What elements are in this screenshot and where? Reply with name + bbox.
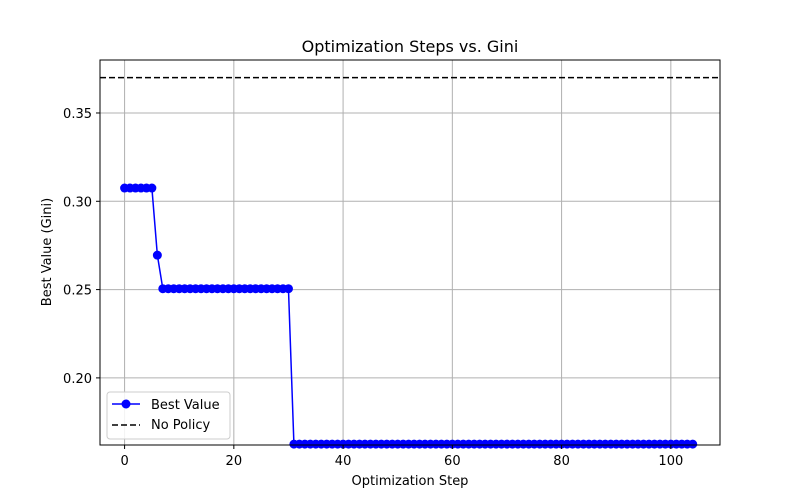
y-tick-label: 0.30 (63, 195, 92, 210)
grid (100, 60, 720, 445)
y-axis-label: Best Value (Gini) (40, 198, 55, 306)
best-value-point (688, 439, 698, 449)
y-tick-label: 0.20 (63, 372, 92, 387)
legend: Best Value No Policy (106, 391, 231, 440)
x-tick-label: 40 (335, 454, 352, 469)
y-tick-label: 0.25 (63, 284, 92, 299)
legend-best-value-label: Best Value (151, 398, 220, 413)
best-value-point (152, 250, 162, 260)
best-value-point (147, 183, 157, 193)
y-ticks: 0.20 0.25 0.30 0.35 (63, 107, 100, 387)
x-tick-label: 0 (120, 454, 128, 469)
x-tick-label: 60 (444, 454, 461, 469)
x-axis-label: Optimization Step (352, 474, 469, 489)
series-layer (100, 76, 720, 449)
legend-no-policy-label: No Policy (151, 418, 211, 433)
x-ticks: 0 20 40 60 80 100 (120, 445, 683, 469)
chart-title: Optimization Steps vs. Gini (302, 37, 519, 56)
y-tick-label: 0.35 (63, 107, 92, 122)
legend-best-value-marker (121, 399, 131, 409)
x-tick-label: 100 (658, 454, 683, 469)
x-tick-label: 80 (553, 454, 570, 469)
plot-frame (99, 59, 721, 446)
x-tick-label: 20 (226, 454, 243, 469)
best-value-point (283, 284, 293, 294)
